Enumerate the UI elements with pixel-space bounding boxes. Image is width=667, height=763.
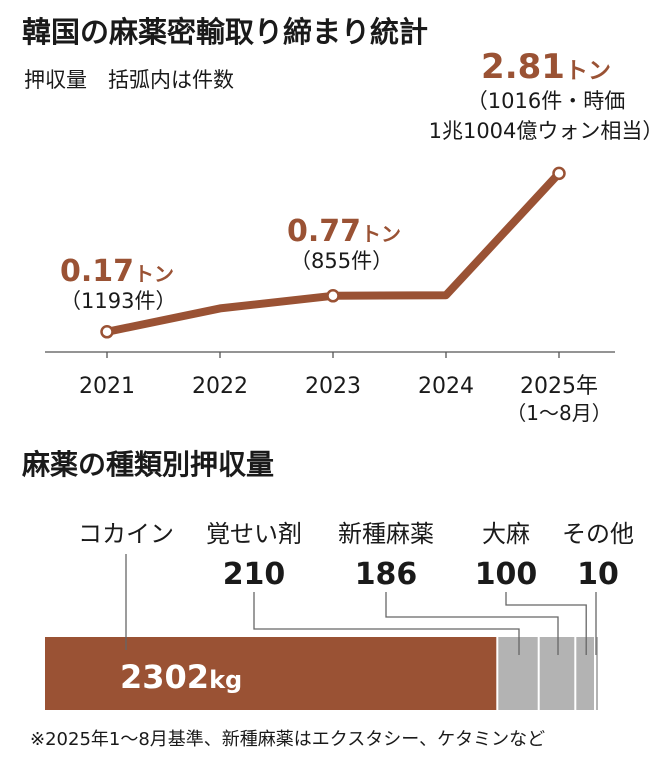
top-chart-subtitle: 押収量 括弧内は件数 <box>24 68 234 92</box>
value-detail: （1016件・時価 <box>467 89 625 113</box>
value-detail: （1193件） <box>60 289 176 313</box>
bar-segment <box>498 637 538 710</box>
bottom-chart-title: 麻薬の種類別押収量 <box>22 448 274 481</box>
category-label: その他 <box>562 520 634 548</box>
leader-line <box>385 592 559 655</box>
stacked-bar-chart: 2302kg コカイン 覚せい剤 210 新種麻薬 186 大麻 100 その他 10 <box>45 520 634 710</box>
category-value-label: 10 <box>577 557 619 592</box>
value-number: 0.77 <box>287 214 361 249</box>
value-detail: 1兆1004億ウォン相当） <box>429 119 664 143</box>
category-value-label: 100 <box>475 557 538 592</box>
value-label: 0.77トン <box>287 214 401 249</box>
bar-segment <box>539 637 575 710</box>
category-value-label: 210 <box>223 557 286 592</box>
x-tick-label: 2025年 <box>520 374 598 399</box>
data-point <box>552 166 566 181</box>
bar-segment <box>576 637 594 710</box>
value-detail: （855件） <box>290 249 393 273</box>
value-number: 2.81 <box>481 47 565 87</box>
value-unit: トン <box>361 222 401 246</box>
x-tick-label: 2021 <box>79 374 135 399</box>
x-tick-label: 2022 <box>192 374 248 399</box>
leader-line <box>505 592 587 655</box>
data-point <box>326 289 340 303</box>
value-label: 2.81トン <box>481 47 611 87</box>
bar-value-label: 2302kg <box>120 658 242 696</box>
category-label: 新種麻薬 <box>338 520 434 548</box>
value-unit: トン <box>565 58 611 84</box>
bar-segment <box>45 637 497 710</box>
bar-segment <box>596 637 598 710</box>
category-label: 大麻 <box>482 520 530 548</box>
data-point <box>100 325 114 339</box>
leader-line <box>253 592 520 655</box>
footnote: ※2025年1～8月基準、新種麻薬はエクスタシー、ケタミンなど <box>30 729 545 750</box>
value-unit: トン <box>134 262 174 286</box>
line-chart: 2021 2022 2023 2024 2025年（1～8月）0.17トン（1193件）… <box>45 47 663 425</box>
value-label: 0.17トン <box>60 254 174 289</box>
x-tick-label: 2024 <box>418 374 474 399</box>
category-label: 覚せい剤 <box>206 520 302 548</box>
top-chart-title: 韓国の麻薬密輸取り締まり統計 <box>22 15 428 49</box>
category-label: コカイン <box>78 520 174 548</box>
x-tick-label: 2023 <box>305 374 361 399</box>
bar-value-number: 2302 <box>120 658 209 696</box>
x-tick-sub-label: （1～8月） <box>506 401 611 425</box>
bar-value-unit: kg <box>209 666 242 694</box>
value-number: 0.17 <box>60 254 134 289</box>
category-value-label: 186 <box>355 557 418 592</box>
